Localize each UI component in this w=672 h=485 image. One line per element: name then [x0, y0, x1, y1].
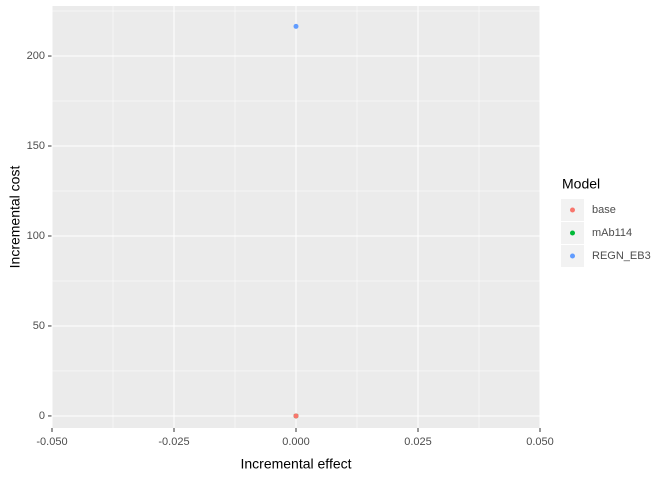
- y-tick-label: 100: [27, 230, 45, 242]
- y-tick-label: 200: [27, 50, 45, 62]
- legend-label: REGN_EB3: [592, 250, 651, 262]
- x-axis-label: Incremental effect: [240, 456, 351, 472]
- point: [293, 23, 299, 29]
- legend-label: base: [592, 204, 616, 216]
- x-tick-label: 0.000: [282, 436, 310, 448]
- y-axis-label: Incremental cost: [7, 166, 23, 269]
- legend-marker: [570, 253, 575, 259]
- x-tick-label: -0.050: [36, 436, 67, 448]
- y-tick-label: 50: [33, 320, 45, 332]
- x-tick-label: 0.050: [526, 436, 554, 448]
- legend-marker: [570, 207, 575, 213]
- legend-marker: [570, 230, 575, 236]
- legend-title: Model: [562, 176, 600, 192]
- point: [293, 413, 299, 419]
- legend-label: mAb114: [592, 227, 632, 239]
- x-tick-label: 0.025: [404, 436, 432, 448]
- x-tick-label: -0.025: [158, 436, 189, 448]
- y-tick-label: 150: [27, 140, 45, 152]
- y-tick-label: 0: [39, 410, 45, 422]
